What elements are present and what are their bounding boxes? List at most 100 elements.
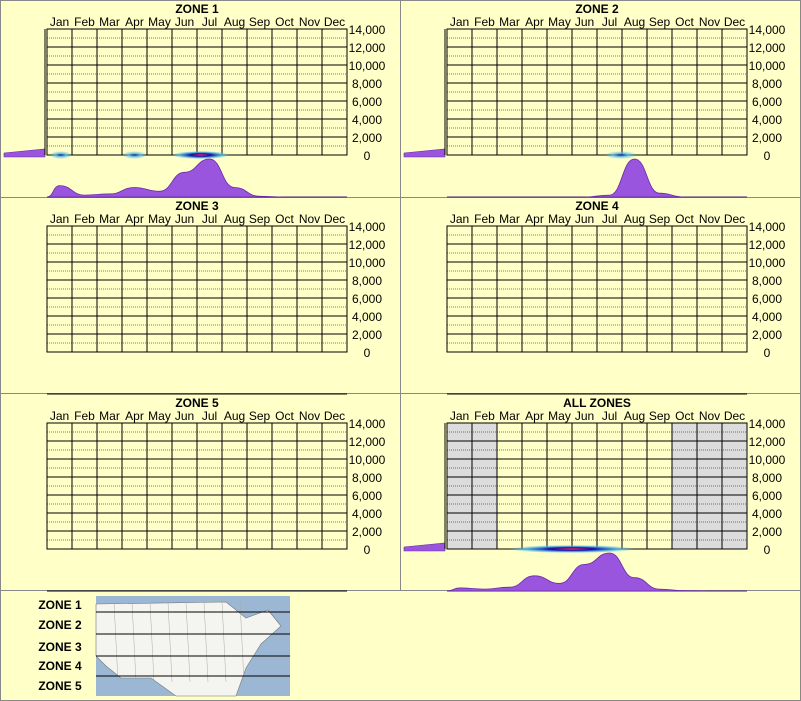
month-label: May <box>148 409 171 423</box>
month-label: Jul <box>202 15 217 29</box>
month-label: Dec <box>724 212 745 226</box>
y-tick-label: 14,000 <box>349 417 386 431</box>
month-label: May <box>148 212 171 226</box>
y-tick-label: 6,000 <box>352 489 382 503</box>
month-label: Sep <box>249 212 271 226</box>
y-tick-label: 14,000 <box>749 220 786 234</box>
month-label: Aug <box>224 212 245 226</box>
month-label: Feb <box>474 409 495 423</box>
month-label: Feb <box>74 409 95 423</box>
zone-panel-5: ZONE 5 Jan Feb Mar Apr May Jun Jul Aug Sep Oct Nov D… <box>46 396 386 592</box>
month-label: Apr <box>525 15 544 29</box>
y-tick-label: 2,000 <box>752 131 782 145</box>
zone-label: ZONE 2 <box>38 618 82 632</box>
month-label: Feb <box>74 212 95 226</box>
y-tick-label: 2,000 <box>752 525 782 539</box>
month-label: Oct <box>275 15 294 29</box>
month-label: Nov <box>699 212 720 226</box>
month-label: Jan <box>450 212 469 226</box>
month-label: Jul <box>202 212 217 226</box>
map-state-line <box>203 601 209 683</box>
month-label: Dec <box>324 212 345 226</box>
heat-band <box>122 151 147 159</box>
month-label: Dec <box>324 15 345 29</box>
y-tick-label: 10,000 <box>349 256 386 270</box>
panel-title: ZONE 2 <box>575 2 619 16</box>
y-tick-label: 8,000 <box>752 77 782 91</box>
month-label: Dec <box>324 409 345 423</box>
map-state-line <box>167 601 173 683</box>
zone-panel-3: ZONE 3 Jan Feb Mar Apr May Jun Jul Aug Sep Oct Nov D… <box>46 199 386 395</box>
month-label: Jan <box>50 15 69 29</box>
elevation-density-curve <box>403 148 446 158</box>
y-tick-label: 12,000 <box>349 435 386 449</box>
y-tick-label: 6,000 <box>752 489 782 503</box>
y-tick-label: 14,000 <box>349 220 386 234</box>
y-tick-label: 4,000 <box>752 507 782 521</box>
heat-band <box>509 545 635 553</box>
shaded-month <box>472 423 497 549</box>
month-label: Dec <box>724 409 745 423</box>
zone-label: ZONE 1 <box>38 598 82 612</box>
month-label: Nov <box>699 409 720 423</box>
month-label: Aug <box>624 212 645 226</box>
month-density-curve <box>447 158 747 198</box>
zone-label: ZONE 3 <box>38 640 82 654</box>
map-state-line <box>239 601 245 683</box>
y-tick-label: 4,000 <box>752 310 782 324</box>
month-label: Apr <box>525 212 544 226</box>
month-label: Apr <box>525 409 544 423</box>
month-label: Jun <box>175 409 194 423</box>
zone-panel-1: ZONE 1 Jan Feb Mar Apr May Jun Jul Aug Sep Oct Nov D… <box>3 2 386 198</box>
y-tick-label: 8,000 <box>752 274 782 288</box>
y-tick-label: 0 <box>364 346 371 360</box>
y-tick-label: 14,000 <box>349 23 386 37</box>
y-tick-label: 4,000 <box>752 113 782 127</box>
heat-band <box>172 151 230 159</box>
month-label: May <box>548 409 571 423</box>
y-tick-label: 10,000 <box>749 453 786 467</box>
month-label: Jul <box>602 212 617 226</box>
map-state-line <box>113 601 119 683</box>
month-label: Feb <box>474 212 495 226</box>
month-label: Sep <box>649 212 671 226</box>
y-tick-label: 10,000 <box>349 59 386 73</box>
month-label: May <box>548 212 571 226</box>
month-label: Jun <box>575 15 594 29</box>
y-tick-label: 10,000 <box>749 59 786 73</box>
panel-title: ZONE 4 <box>575 199 619 213</box>
month-label: Aug <box>224 409 245 423</box>
month-label: Apr <box>125 212 144 226</box>
elevation-density-curve <box>3 148 46 158</box>
month-label: Dec <box>724 15 745 29</box>
y-tick-label: 12,000 <box>349 238 386 252</box>
month-density-curve <box>446 552 747 592</box>
y-tick-label: 2,000 <box>352 131 382 145</box>
y-tick-label: 10,000 <box>349 453 386 467</box>
month-label: Nov <box>299 212 320 226</box>
y-tick-label: 12,000 <box>749 238 786 252</box>
y-tick-label: 12,000 <box>749 41 786 55</box>
map-state-line <box>131 601 137 683</box>
y-tick-label: 2,000 <box>752 328 782 342</box>
y-tick-label: 6,000 <box>752 95 782 109</box>
y-tick-label: 6,000 <box>352 292 382 306</box>
zone-panel-6: ALL ZONES Jan Feb Mar Apr May Jun Jul Aug Sep Oct N… <box>403 396 786 592</box>
map-state-line <box>221 601 227 683</box>
y-tick-label: 6,000 <box>752 292 782 306</box>
month-label: Sep <box>249 15 271 29</box>
y-tick-label: 10,000 <box>749 256 786 270</box>
month-label: Jan <box>450 15 469 29</box>
month-label: Oct <box>675 409 694 423</box>
month-label: Nov <box>299 409 320 423</box>
month-label: Mar <box>99 212 120 226</box>
y-tick-label: 8,000 <box>752 471 782 485</box>
month-label: Sep <box>649 15 671 29</box>
month-label: Apr <box>125 409 144 423</box>
panel-title: ALL ZONES <box>563 396 631 410</box>
y-tick-label: 0 <box>364 543 371 557</box>
month-label: Mar <box>99 409 120 423</box>
month-label: May <box>148 15 171 29</box>
month-label: Jan <box>450 409 469 423</box>
